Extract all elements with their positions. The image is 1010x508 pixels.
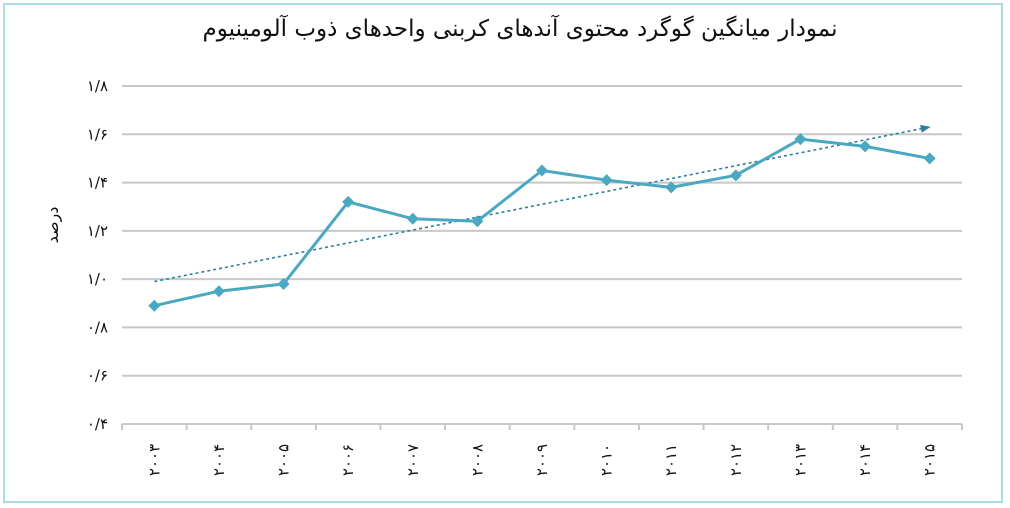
data-point [859, 140, 872, 153]
x-tick-label: ۲۰۱۲ [727, 444, 745, 476]
data-point [342, 195, 355, 208]
y-tick-label: ۰/۴ [87, 415, 108, 433]
data-point [277, 277, 290, 290]
x-tick-label: ۲۰۰۸ [468, 444, 486, 476]
y-tick-label: ۱/۶ [87, 125, 108, 143]
data-point [794, 133, 807, 146]
x-tick-label: ۲۰۰۵ [275, 444, 293, 476]
y-tick-label: ۱/۴ [87, 174, 108, 192]
x-tick-label: ۲۰۱۵ [921, 444, 939, 476]
data-points [148, 133, 936, 312]
y-tick-label: ۰/۶ [87, 367, 108, 385]
y-tick-label: ۱/۰ [87, 270, 108, 288]
x-tick-labels: ۲۰۰۳ ۲۰۰۴ ۲۰۰۵ ۲۰۰۶ ۲۰۰۷ ۲۰۰۸ ۲۰۰۹ ۲۰۱۰ ۲۰۱۱ ۲۰۱۲… [145, 444, 938, 476]
series-line-path [153, 137, 930, 308]
y-tick-label: ۱/۲ [87, 222, 108, 240]
data-point [471, 215, 484, 228]
x-tick-label: ۲۰۱۱ [662, 444, 680, 476]
x-tick-label: ۲۰۱۴ [856, 444, 874, 476]
trendline-path [154, 124, 931, 283]
x-tick-label: ۲۰۰۷ [404, 444, 422, 476]
data-point [212, 285, 225, 298]
trendline [154, 124, 931, 283]
chart-title: نمودار میانگین گوگرد محتوی آندهای کربنی … [202, 16, 838, 42]
data-point [665, 181, 678, 194]
data-point [923, 152, 936, 165]
y-tick-label: ۰/۸ [87, 318, 108, 336]
x-tick-label: ۲۰۰۳ [145, 444, 163, 476]
x-tick-label: ۲۰۱۰ [598, 444, 616, 476]
x-tick-label: ۲۰۱۳ [791, 444, 809, 476]
grid-lines [121, 85, 963, 430]
y-axis-label: درصد [43, 207, 63, 244]
series-line [153, 137, 930, 308]
data-point [406, 212, 419, 225]
data-point [148, 299, 161, 312]
data-point [600, 174, 613, 187]
data-point [729, 169, 742, 182]
x-tick-label: ۲۰۰۶ [339, 444, 357, 476]
y-tick-labels: ۰/۴ ۰/۶ ۰/۸ ۱/۰ ۱/۲ ۱/۴ ۱/۶ ۱/۸ [87, 77, 108, 433]
x-tick-label: ۲۰۰۴ [210, 444, 228, 476]
x-tick-label: ۲۰۰۹ [533, 444, 551, 476]
y-tick-label: ۱/۸ [87, 77, 108, 95]
data-point [536, 164, 548, 177]
